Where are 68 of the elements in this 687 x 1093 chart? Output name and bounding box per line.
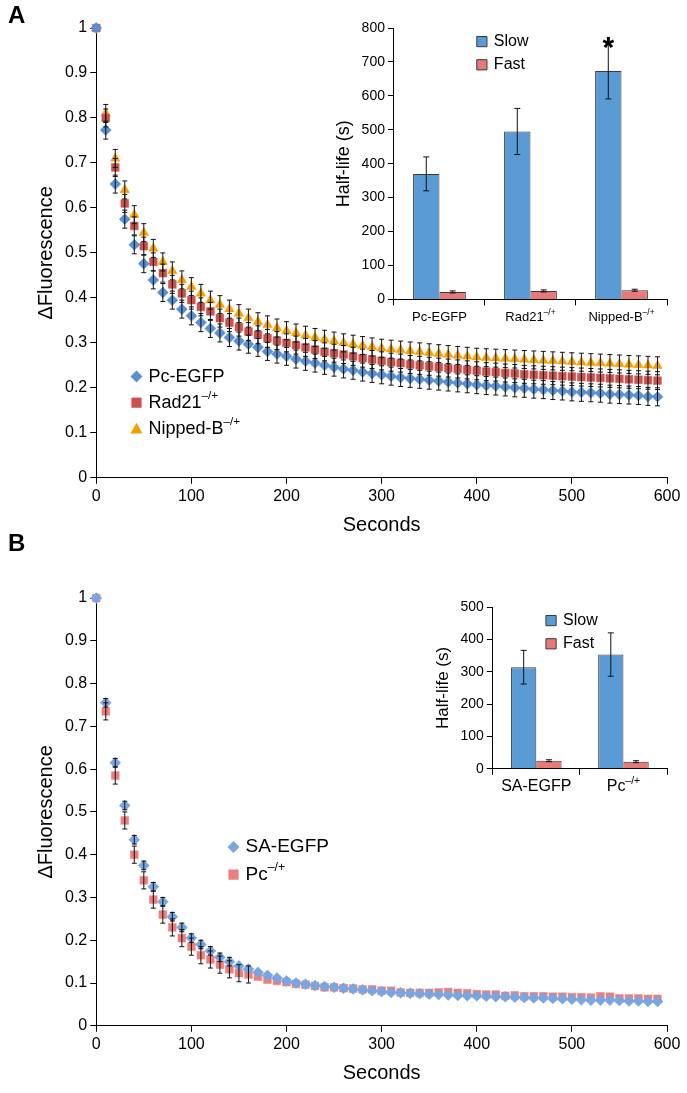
x-tick-label: Pc-EGFP	[412, 308, 467, 324]
legend-label: Slow	[493, 32, 529, 50]
y-axis-title: ΔFluorescence	[33, 186, 56, 320]
y-tick-label: 200	[361, 222, 386, 239]
y-tick-label: 0.2	[64, 378, 88, 396]
legend-label: Slow	[563, 611, 599, 629]
y-tick-label: 1	[78, 588, 88, 606]
y-tick-label: 0.9	[64, 631, 88, 649]
y-tick-label: 0.2	[64, 930, 88, 948]
y-tick-label: 500	[361, 120, 386, 137]
y-tick-label: 0.8	[64, 673, 88, 691]
y-axis-title: Half-life (s)	[332, 120, 353, 208]
y-tick-label: 0.1	[64, 973, 88, 991]
legend-label: Fast	[563, 634, 595, 652]
y-tick-label: 1	[78, 18, 88, 36]
legend-label: Rad21–/+	[148, 388, 219, 412]
y-tick-label: 0.6	[64, 198, 88, 216]
y-tick-label: 0.7	[64, 153, 88, 171]
y-tick-label: 100	[460, 727, 484, 744]
y-tick-label: 0.5	[64, 243, 88, 261]
y-tick-label: 0.4	[64, 845, 88, 863]
legend-label: SA-EGFP	[245, 835, 329, 857]
legend-label: Pc-EGFP	[148, 365, 225, 386]
x-tick-label: 100	[178, 486, 205, 504]
y-tick-label: 0	[475, 759, 484, 776]
legend-label: Fast	[493, 55, 526, 73]
x-tick-label: Rad21–/+	[505, 306, 556, 324]
y-tick-label: 0.3	[64, 333, 88, 351]
y-axis-title: ΔFluorescence	[33, 745, 56, 879]
y-tick-label: 0.9	[64, 63, 88, 81]
y-tick-label: 0.7	[64, 716, 88, 734]
y-tick-label: 400	[361, 154, 386, 171]
y-tick-label: 700	[361, 52, 386, 69]
y-tick-label: 300	[460, 662, 484, 679]
y-tick-label: 0.1	[64, 423, 88, 441]
x-tick-label: 0	[91, 486, 101, 504]
annotation: *	[602, 30, 615, 64]
y-tick-label: 0	[78, 1016, 88, 1034]
y-tick-label: 0	[78, 468, 88, 486]
x-axis-title: Seconds	[342, 512, 421, 535]
x-axis-title: Seconds	[342, 1060, 421, 1083]
x-tick-label: 500	[558, 1034, 586, 1052]
y-tick-label: 0.3	[64, 887, 88, 905]
y-tick-label: 0.6	[64, 759, 88, 777]
chart-title: A	[8, 0, 26, 28]
x-tick-label: 600	[653, 1034, 681, 1052]
legend-label: Pc–/+	[245, 859, 286, 884]
y-tick-label: 600	[361, 86, 386, 103]
x-tick-label: Nipped-B–/+	[588, 306, 655, 324]
y-tick-label: 400	[460, 630, 484, 647]
x-tick-label: 0	[91, 1034, 101, 1052]
y-tick-label: 200	[460, 694, 484, 711]
x-tick-label: 100	[178, 1034, 205, 1052]
x-tick-label: 200	[273, 486, 300, 504]
x-tick-label: 200	[273, 1034, 300, 1052]
legend-label: Nipped-B–/+	[148, 414, 241, 438]
x-tick-label: 600	[653, 486, 681, 504]
x-tick-label: 500	[558, 486, 586, 504]
y-tick-label: 300	[361, 188, 386, 205]
y-tick-label: 100	[361, 256, 386, 273]
y-axis-title: Half-life (s)	[432, 646, 452, 729]
y-tick-label: 500	[460, 597, 484, 614]
chart-title: B	[8, 528, 26, 556]
y-tick-label: 800	[361, 18, 386, 35]
y-tick-label: 0.4	[64, 288, 88, 306]
y-tick-label: 0	[377, 290, 386, 307]
y-tick-label: 0.5	[64, 802, 88, 820]
y-tick-label: 0.8	[64, 108, 88, 126]
